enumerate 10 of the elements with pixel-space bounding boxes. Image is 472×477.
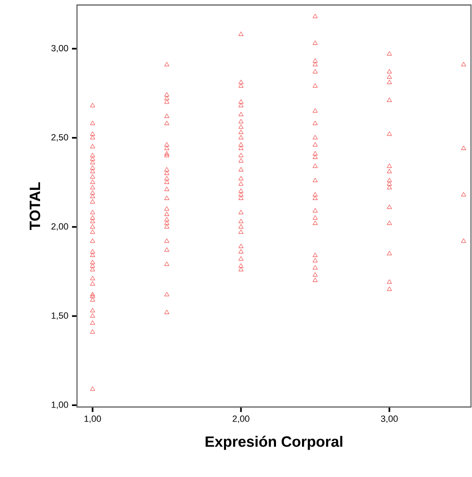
y-axis-title: TOTAL (30, 182, 40, 230)
x-tick-label: 3,00 (381, 416, 398, 423)
x-tick-label: 1,00 (84, 416, 102, 423)
y-tick-label: 1,00 (52, 402, 68, 409)
x-axis-title: Expresión Corporal (206, 436, 342, 450)
y-tick-label: 3,00 (52, 44, 68, 52)
y-tick-label: 1,50 (52, 312, 68, 320)
y-tick-label: 2,50 (52, 134, 68, 142)
y-tick-label: 2,00 (52, 223, 68, 231)
x-tick-label: 2,00 (232, 416, 250, 423)
